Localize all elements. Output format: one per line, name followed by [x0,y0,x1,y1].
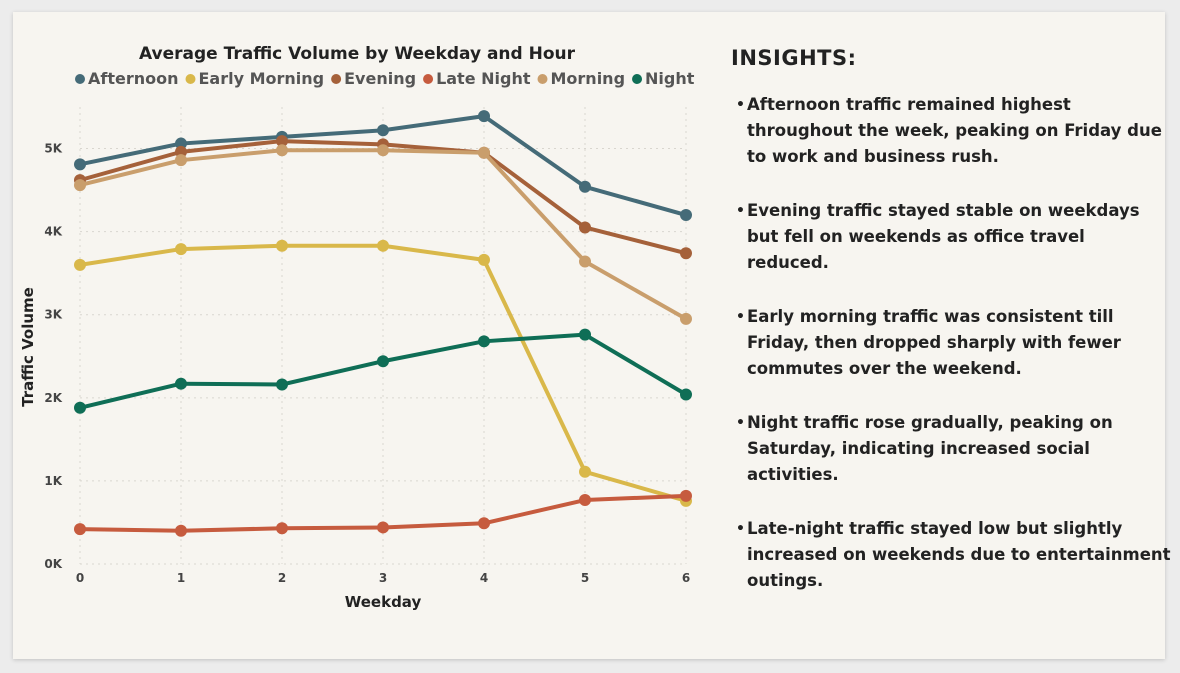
y-axis-title: Traffic Volume [19,287,37,407]
legend-item-evening[interactable]: Evening [331,69,416,88]
x-tick-label: 6 [682,571,690,585]
x-tick-label: 5 [581,571,589,585]
data-point-late-night [579,494,591,507]
data-point-night [175,377,187,390]
legend-marker-early-morning [185,74,196,84]
series-early-morning [74,239,692,507]
x-tick-label: 0 [76,571,84,585]
legend-item-afternoon[interactable]: Afternoon [75,69,179,88]
x-tick-label: 2 [278,571,286,585]
legend-label-late-night: Late Night [436,69,531,88]
data-point-morning [175,154,187,167]
legend-item-night[interactable]: Night [632,69,695,88]
series-late-night [74,489,692,537]
insight-text: Evening traffic stayed stable on weekday… [747,201,1140,272]
legend-item-morning[interactable]: Morning [537,69,626,88]
data-point-morning [680,312,692,325]
x-tick-label: 1 [177,571,185,585]
insight-item: • Afternoon traffic remained highest thr… [731,92,1171,170]
data-point-early-morning [74,258,86,271]
y-tick-label: 5K [44,142,62,156]
legend-marker-night [632,74,643,84]
legend-label-evening: Evening [344,69,416,88]
x-axis: 0 1 2 3 4 5 6 [76,571,690,585]
data-point-afternoon [478,110,490,123]
data-point-afternoon [377,124,389,137]
x-tick-label: 4 [480,571,488,585]
data-point-afternoon [74,158,86,171]
legend-label-night: Night [645,69,695,88]
data-point-morning [74,179,86,192]
data-point-late-night [377,521,389,534]
data-point-afternoon [579,180,591,193]
data-point-morning [377,144,389,157]
data-point-night [579,328,591,341]
insight-text: Early morning traffic was consistent til… [747,307,1121,378]
data-point-night [276,378,288,391]
insight-text: Night traffic rose gradually, peaking on… [747,413,1113,484]
legend-label-afternoon: Afternoon [88,69,179,88]
insight-item: • Evening traffic stayed stable on weekd… [731,198,1171,276]
insight-item: • Early morning traffic was consistent t… [731,304,1171,382]
data-point-morning [276,144,288,157]
legend-label-morning: Morning [551,69,626,88]
data-point-late-night [74,523,86,536]
data-point-evening [579,221,591,234]
data-point-late-night [680,489,692,502]
x-axis-title: Weekday [345,593,422,611]
legend-marker-evening [331,74,342,84]
y-tick-label: 1K [44,474,62,488]
legend-item-early-morning[interactable]: Early Morning [185,69,325,88]
chart-legend[interactable]: Afternoon Early Morning Evening Late Night M… [75,69,695,88]
report-card: Average Traffic Volume by Weekday and Ho… [13,12,1171,659]
bullet-icon: • [736,203,745,219]
data-point-afternoon [680,209,692,222]
insight-text: Late-night traffic stayed low but slight… [747,519,1171,590]
y-tick-label: 4K [44,225,62,239]
insight-item: • Late-night traffic stayed low but slig… [731,516,1171,594]
chart-grid [79,107,687,565]
x-tick-label: 3 [379,571,387,585]
y-tick-label: 3K [44,308,62,322]
legend-item-late-night[interactable]: Late Night [423,69,531,88]
data-point-late-night [175,524,187,537]
data-point-early-morning [377,239,389,252]
legend-label-early-morning: Early Morning [199,69,325,88]
series-morning [74,144,692,325]
chart-series [74,110,692,537]
data-point-morning [478,146,490,159]
data-point-evening [680,247,692,260]
bullet-icon: • [736,309,745,325]
data-point-evening [276,135,288,148]
bullet-icon: • [736,415,745,431]
data-point-early-morning [478,253,490,266]
bullet-icon: • [736,521,745,537]
legend-marker-late-night [423,74,434,84]
data-point-late-night [478,517,490,530]
data-point-night [478,335,490,348]
data-point-night [680,388,692,401]
insights-title: INSIGHTS: [731,46,857,70]
chart-title: Average Traffic Volume by Weekday and Ho… [139,44,576,64]
insights-panel: INSIGHTS: • Afternoon traffic remained h… [731,46,1171,622]
legend-marker-afternoon [75,74,85,84]
insight-text: Afternoon traffic remained highest throu… [747,95,1162,166]
data-point-early-morning [276,239,288,252]
data-point-night [377,355,389,368]
data-point-early-morning [175,243,187,256]
data-point-night [74,401,86,414]
data-point-morning [579,255,591,268]
y-tick-label: 2K [44,391,62,405]
data-point-evening [175,145,187,158]
y-axis: 0K 1K 2K 3K 4K 5K [44,142,62,571]
data-point-early-morning [579,465,591,478]
line-chart: Average Traffic Volume by Weekday and Ho… [19,44,695,611]
bullet-icon: • [736,97,745,113]
series-night [74,328,692,414]
y-tick-label: 0K [44,557,62,571]
data-point-afternoon [175,137,187,150]
insight-item: • Night traffic rose gradually, peaking … [731,410,1171,488]
legend-marker-morning [537,74,548,84]
data-point-late-night [276,522,288,535]
